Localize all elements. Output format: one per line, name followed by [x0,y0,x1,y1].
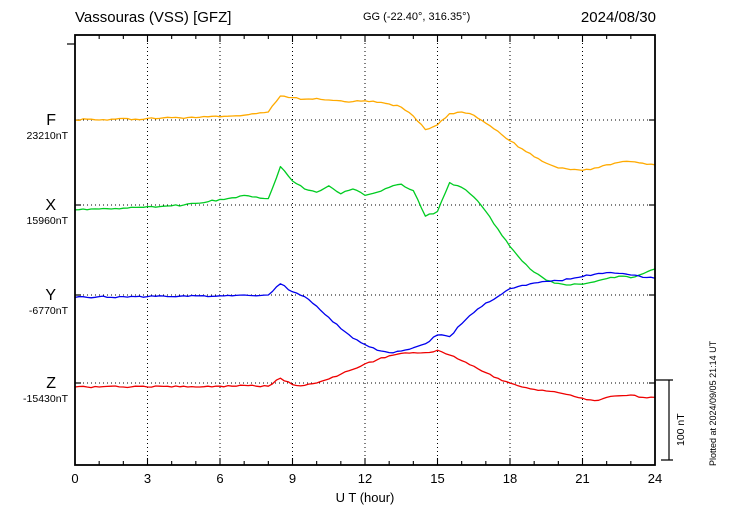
coordinates-label: GG (-22.40°, 316.35°) [363,11,470,23]
x-tick-label-3: 3 [144,471,151,486]
x-tick-label-15: 15 [430,471,444,486]
trace-X [74,165,656,286]
plot-frame [74,34,656,466]
series-basevalue-X: 15960nT [27,215,69,227]
series-label-Z: Z [46,375,56,392]
x-tick-label-9: 9 [289,471,296,486]
series-basevalue-Y: -6770nT [29,305,69,317]
x-tick-label-0: 0 [71,471,78,486]
trace-Y [74,271,656,354]
trace-F [74,95,656,172]
x-tick-label-6: 6 [216,471,223,486]
x-tick-label-21: 21 [575,471,589,486]
series-label-X: X [45,197,56,214]
scale-bar-label: 100 nT [675,413,687,446]
x-tick-label-12: 12 [358,471,372,486]
series-basevalue-F: 23210nT [27,130,69,142]
series-label-Y: Y [45,287,56,304]
date-label: 2024/08/30 [581,9,656,26]
series-basevalue-Z: -15430nT [23,393,69,405]
x-axis-title: U T (hour) [336,490,395,505]
x-tick-label-24: 24 [648,471,662,486]
x-tick-label-18: 18 [503,471,517,486]
scale-bar-bracket [656,379,673,461]
series-label-F: F [46,112,56,129]
plot-timestamp: Plotted at 2024/09/05 21:14 UT [708,340,718,466]
trace-Z [74,349,656,402]
station-title: Vassouras (VSS) [GFZ] [75,9,231,26]
